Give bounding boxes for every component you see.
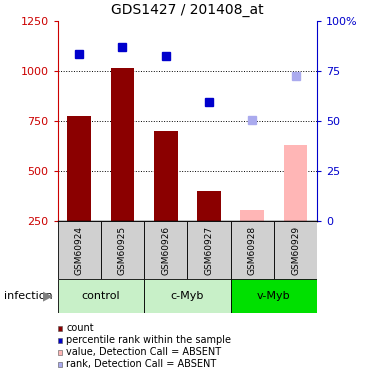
Title: GDS1427 / 201408_at: GDS1427 / 201408_at [111, 3, 264, 17]
Bar [274, 221, 317, 279]
Text: GSM60925: GSM60925 [118, 226, 127, 275]
Text: control: control [82, 291, 120, 301]
Text: value, Detection Call = ABSENT: value, Detection Call = ABSENT [66, 347, 221, 357]
Text: v-Myb: v-Myb [257, 291, 291, 301]
Bar [231, 279, 317, 313]
Text: percentile rank within the sample: percentile rank within the sample [66, 335, 231, 345]
Text: count: count [66, 323, 93, 333]
Bar [101, 221, 144, 279]
Bar [58, 221, 101, 279]
Text: GSM60927: GSM60927 [204, 226, 213, 275]
Text: GSM60924: GSM60924 [75, 226, 83, 275]
Bar [231, 221, 274, 279]
Bar [144, 221, 187, 279]
Bar [284, 145, 308, 221]
Bar [197, 191, 221, 221]
Bar [144, 279, 231, 313]
Text: GSM60928: GSM60928 [248, 226, 257, 275]
Text: c-Myb: c-Myb [171, 291, 204, 301]
Text: GSM60929: GSM60929 [291, 226, 300, 275]
Bar [154, 131, 178, 221]
Text: GSM60926: GSM60926 [161, 226, 170, 275]
Bar [58, 279, 144, 313]
Text: infection: infection [4, 291, 52, 301]
Bar [240, 210, 264, 221]
Bar [187, 221, 231, 279]
Bar [111, 68, 134, 221]
Text: ▶: ▶ [43, 290, 52, 303]
Text: rank, Detection Call = ABSENT: rank, Detection Call = ABSENT [66, 359, 216, 369]
Bar [67, 116, 91, 221]
